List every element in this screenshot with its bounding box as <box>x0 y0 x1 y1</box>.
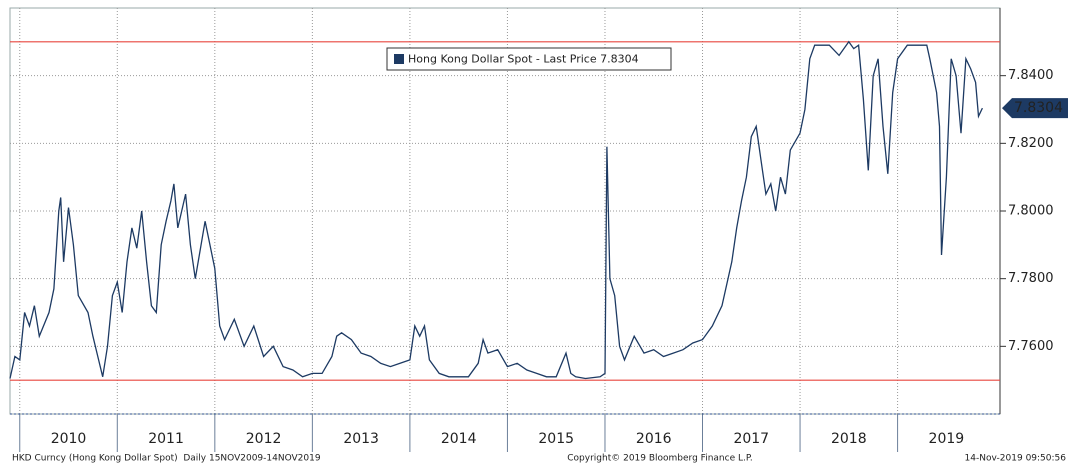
y-tick-label: 7.7800 <box>1008 271 1054 286</box>
footer-center: Copyright© 2019 Bloomberg Finance L.P. <box>567 454 752 464</box>
y-tick-label: 7.7600 <box>1008 339 1054 354</box>
x-tick-label: 2010 <box>51 431 87 447</box>
x-tick-label: 2018 <box>831 431 867 447</box>
legend-box <box>386 47 672 71</box>
x-tick-label: 2017 <box>733 431 769 447</box>
x-tick-label: 2016 <box>636 431 672 447</box>
y-tick-label: 7.8000 <box>1008 204 1054 219</box>
y-tick-label: 7.8400 <box>1008 68 1054 83</box>
legend-swatch <box>394 54 404 64</box>
footer-right: 14-Nov-2019 09:50:56 <box>965 454 1067 464</box>
x-tick-label: 2015 <box>538 431 574 447</box>
y-tick-label: 7.8200 <box>1008 136 1054 151</box>
price-line <box>9 40 983 380</box>
legend-label: Hong Kong Dollar Spot - Last Price 7.830… <box>408 53 639 66</box>
x-tick-label: 2014 <box>441 431 477 447</box>
x-tick-label: 2011 <box>148 431 184 447</box>
last-price-label: 7.8304 <box>1014 100 1063 116</box>
last-price-tag <box>1002 98 1068 119</box>
x-tick-label: 2013 <box>343 431 379 447</box>
x-tick-label: 2012 <box>246 431 282 447</box>
x-tick-label: 2019 <box>929 431 965 447</box>
footer-left: HKD Curncy (Hong Kong Dollar Spot) Daily… <box>12 454 321 464</box>
